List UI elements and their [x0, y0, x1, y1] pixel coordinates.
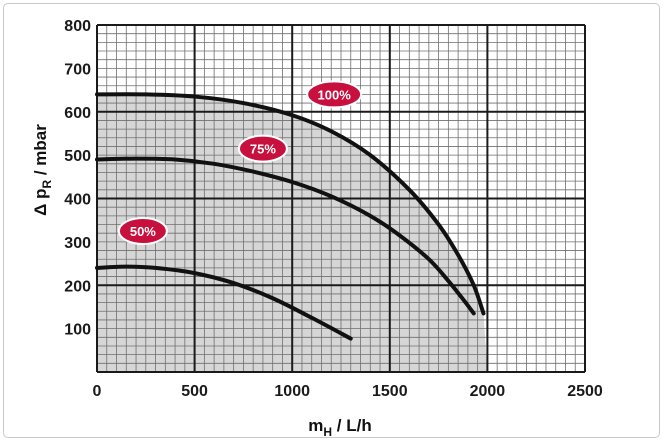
series-line-50pct: [95, 264, 353, 341]
badge-shape: [117, 217, 168, 246]
major-grid: [96, 24, 586, 373]
badge-75pct: 75%: [237, 134, 288, 163]
y-tick-label: 200: [64, 278, 91, 295]
x-tick-label: 1500: [372, 383, 408, 400]
badge-label: 75%: [250, 142, 276, 157]
y-tick-label: 400: [64, 192, 91, 209]
badge-50pct: 50%: [117, 217, 168, 246]
x-axis-title: mH / L/h: [308, 416, 371, 439]
y-tick-label: 600: [64, 105, 91, 122]
y-tick-label: 800: [64, 18, 91, 35]
y-tick-label: 500: [64, 148, 91, 165]
series-layer: [95, 92, 486, 341]
y-tick-label: 700: [64, 61, 91, 78]
series-line-75pct: [95, 156, 476, 316]
x-tick-label: 0: [93, 383, 102, 400]
badge-label: 100%: [318, 87, 352, 102]
x-tick-label: 2500: [567, 383, 603, 400]
badge-100pct: 100%: [306, 80, 363, 109]
x-tick-label: 2000: [470, 383, 506, 400]
badge-label: 50%: [130, 224, 156, 239]
y-axis-title: Δ pR / mbar: [31, 124, 54, 216]
y-tick-label: 300: [64, 235, 91, 252]
x-tick-label: 500: [181, 383, 208, 400]
series-line-100pct: [95, 92, 486, 316]
y-tick-label: 100: [64, 322, 91, 339]
annotations: 100% 75% 50%: [117, 80, 363, 246]
badge-shape: [306, 80, 363, 109]
badge-shape: [237, 134, 288, 163]
tick-labels: 0 500 1000 1500 2000 2500 100 200 300 400 500 600 70…: [64, 18, 603, 400]
x-tick-label: 1000: [274, 383, 310, 400]
